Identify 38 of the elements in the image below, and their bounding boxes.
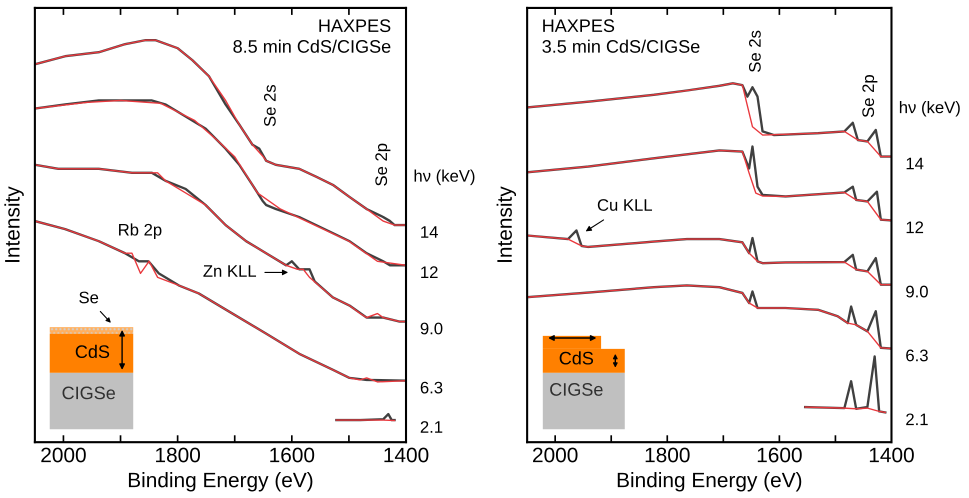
annotation: Cu KLL	[598, 199, 652, 211]
x-tick-label: 1600	[758, 448, 802, 462]
x-tick-label: 1800	[646, 448, 690, 462]
annotation: Se 2p	[862, 75, 878, 118]
annotation: Se 2s	[264, 84, 276, 126]
x-tick-label: 1400	[384, 448, 428, 462]
y-axis-title: Intensity	[496, 186, 516, 262]
series-label: 12	[906, 221, 924, 234]
annotation: Rb 2p	[119, 223, 162, 239]
x-tick-label: 1600	[270, 448, 314, 462]
annotation: CdS	[76, 344, 110, 358]
x-tick-label: 2000	[533, 448, 578, 462]
series-label: 9.0	[906, 286, 928, 298]
x-axis-title: Binding Energy (eV)	[128, 472, 312, 492]
series-label: 14	[421, 226, 438, 238]
series-label: 12	[421, 266, 438, 278]
annotation: CIGSe	[550, 383, 603, 396]
series-label: 14	[906, 158, 924, 170]
annotation: Se	[79, 292, 98, 304]
x-tick-label: 2000	[41, 448, 86, 462]
annotation: Se 2p	[375, 144, 390, 186]
x-tick-label: 1800	[156, 448, 200, 462]
x-axis-title: Binding Energy (eV)	[618, 472, 802, 492]
annotation: CIGSe	[62, 386, 115, 400]
annotation: CdS	[560, 351, 594, 365]
annotation: Zn KLL	[203, 265, 256, 277]
text: Se 2s	[748, 30, 761, 72]
chart-title: HAXPES 8.5 min CdS/CIGSe	[233, 19, 390, 53]
y-axis-title: Intensity	[4, 186, 24, 262]
chart-title: HAXPES 3.5 min CdS/CIGSe	[542, 19, 700, 53]
legend-title: hν (keV)	[900, 101, 960, 117]
series-label: 2.1	[420, 421, 442, 433]
series-label: 6.3	[906, 350, 928, 362]
series-label: 2.1	[906, 413, 928, 426]
legend-title: hν (keV)	[414, 170, 474, 186]
series-label: 9.0	[420, 322, 442, 334]
x-tick-label: 1400	[870, 448, 914, 462]
series-label: 6.3	[420, 382, 442, 394]
